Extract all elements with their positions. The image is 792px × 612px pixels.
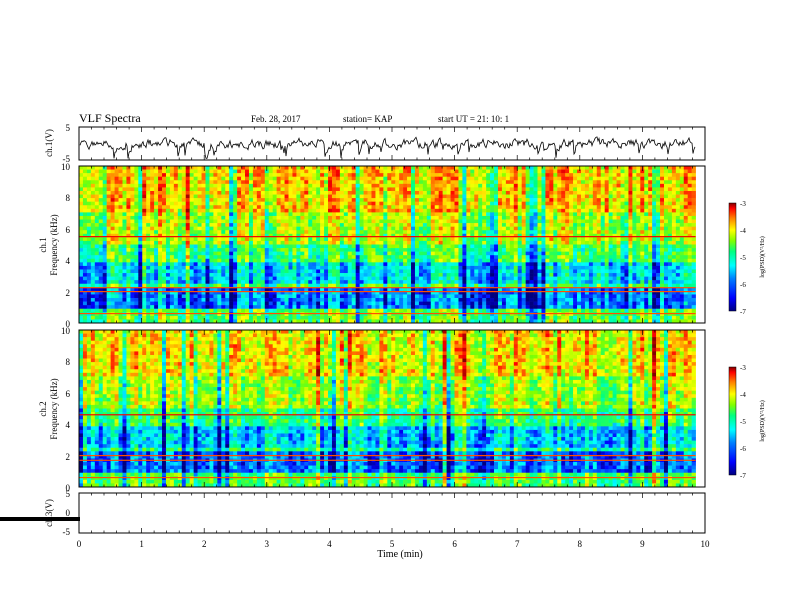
time-tick-label-9: 9 <box>640 539 645 549</box>
ch1-colorbar-tick-m4: -4 <box>740 227 746 235</box>
ch2-ytick-0: 0 <box>66 483 71 493</box>
ch1-colorbar <box>728 202 737 312</box>
ch1-ytick-8: 8 <box>66 193 71 203</box>
ch1-ytick-6: 6 <box>66 225 71 235</box>
ch1-colorbar-tick-m3: -3 <box>740 200 746 208</box>
ch2-spectrogram-image <box>79 330 696 488</box>
ch1-waveform-trace <box>79 136 696 159</box>
ch2-ytick-8: 8 <box>66 357 71 367</box>
ch2-colorbar-tick-m6: -6 <box>740 445 746 453</box>
time-tick-label-2: 2 <box>202 539 207 549</box>
date-label: Feb. 28, 2017 <box>251 114 301 124</box>
ch2-ytick-4: 4 <box>66 420 71 430</box>
ch1-waveform-ytick-top: 5 <box>66 123 71 133</box>
ch2-ylabel-frequency: Frequency (kHz) <box>49 378 59 439</box>
ch2-spectrogram-panel: 10 8 6 4 2 0 ch.2 Frequency (kHz) -3 -4 … <box>38 326 766 493</box>
ch2-colorbar-tick-m5: -5 <box>740 418 746 426</box>
ch1-colorbar-tick-m7: -7 <box>740 308 746 316</box>
time-tick-label-7: 7 <box>515 539 520 549</box>
time-tick-label-1: 1 <box>139 539 144 549</box>
ch1-waveform-ylabel: ch.1(V) <box>44 129 54 157</box>
ch1-ylabel-frequency: Frequency (kHz) <box>49 214 59 275</box>
ch1-ytick-4: 4 <box>66 256 71 266</box>
time-tick-label-8: 8 <box>578 539 583 549</box>
ch2-ytick-2: 2 <box>66 452 71 462</box>
ch2-colorbar-tick-m3: -3 <box>740 364 746 372</box>
time-axis-label: Time (min) <box>377 549 422 560</box>
time-tick-label-6: 6 <box>452 539 457 549</box>
ch1-waveform-panel: 5 -5 ch.1(V) <box>44 123 706 164</box>
figure-title: VLF Spectra <box>79 111 141 125</box>
time-tick-label-10: 10 <box>701 539 711 549</box>
ch3-ytick-bottom: -5 <box>63 527 71 537</box>
ch2-ytick-6: 6 <box>66 389 71 399</box>
ch1-ytick-2: 2 <box>66 288 71 298</box>
ch2-ytick-10: 10 <box>61 326 71 336</box>
ch1-colorbar-tick-m5: -5 <box>740 254 746 262</box>
ch3-waveform-frame <box>78 492 706 534</box>
ch3-ytick-mid: 0 <box>66 508 71 518</box>
ch2-colorbar <box>728 366 737 476</box>
ch2-ylabel-channel: ch.2 <box>38 401 48 416</box>
ch2-colorbar-label: log(PSD)(V²/Hz) <box>759 400 766 441</box>
ch1-ytick-10: 10 <box>61 162 71 172</box>
ch3-waveform-ylabel: ch.3(V) <box>44 499 54 527</box>
ch1-waveform-ytick-bottom: -5 <box>63 154 71 164</box>
ch2-colorbar-tick-m4: -4 <box>740 391 746 399</box>
start-time-label: start UT = 21: 10: 1 <box>438 114 509 124</box>
ch1-ylabel-channel: ch.1 <box>38 237 48 252</box>
ch3-ytick-top: 5 <box>66 489 71 499</box>
time-tick-label-5: 5 <box>390 539 395 549</box>
time-axis-tick-labels: 0 1 2 3 4 5 6 7 8 9 10 <box>77 539 710 549</box>
time-tick-label-3: 3 <box>265 539 270 549</box>
ch2-colorbar-tick-m7: -7 <box>740 472 746 480</box>
time-tick-label-0: 0 <box>77 539 82 549</box>
ch1-ytick-0: 0 <box>66 319 71 329</box>
station-label: station= KAP <box>343 114 392 124</box>
ch3-waveform-panel: 5 0 -5 ch.3(V) <box>0 489 706 537</box>
ch1-spectrogram-image <box>79 166 696 324</box>
time-axis-ticks <box>78 127 706 533</box>
ch1-spectrogram-panel: 10 8 6 4 2 0 ch.1 Frequency (kHz) -3 -4 … <box>38 162 766 329</box>
ch1-colorbar-label: log(PSD)(V²/Hz) <box>759 236 766 277</box>
ch1-colorbar-tick-m6: -6 <box>740 281 746 289</box>
time-tick-label-4: 4 <box>327 539 332 549</box>
